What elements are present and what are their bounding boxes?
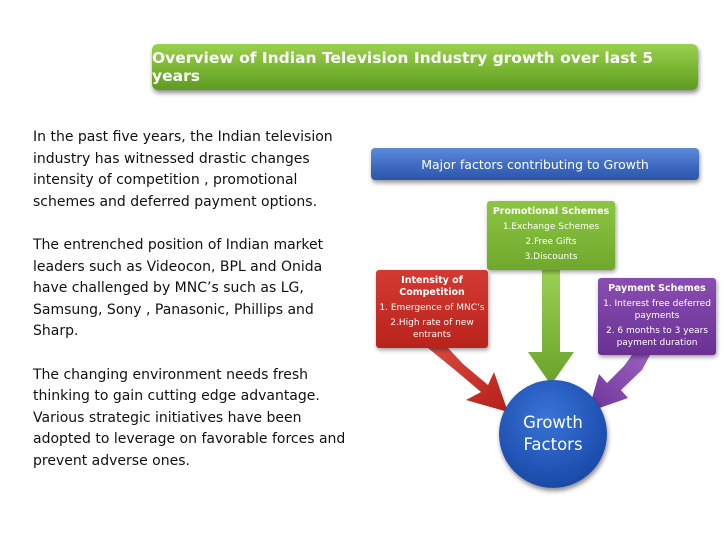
promotional-item: 2.Free Gifts — [525, 237, 577, 247]
growth-label: Growth — [523, 413, 583, 432]
paragraph-intro: In the past five years, the Indian telev… — [33, 129, 333, 210]
paragraph-strategy: The changing environment needs fresh thi… — [33, 366, 346, 469]
title-banner: Overview of Indian Television Industry g… — [152, 44, 698, 90]
payment-item: 2. 6 months to 3 years payment duration — [605, 326, 709, 348]
paragraph-competition: The entrenched position of Indian market… — [33, 236, 324, 340]
factors-banner: Major factors contributing to Growth — [371, 148, 699, 180]
promotional-item: 3.Discounts — [524, 252, 578, 262]
page-title: Overview of Indian Television Industry g… — [152, 49, 654, 85]
competition-item: 2.High rate of new entrants — [390, 318, 474, 340]
payment-box: Payment Schemes 1. Interest free deferre… — [598, 278, 716, 355]
competition-box: Intensity of Competition 1. Emergence of… — [376, 270, 488, 348]
payment-title: Payment Schemes — [608, 283, 706, 294]
body-text: In the past five years, the Indian telev… — [33, 127, 353, 494]
factors-label: Factors — [523, 435, 583, 454]
arrow-promotional — [528, 270, 574, 385]
promotional-box: Promotional Schemes 1.Exchange Schemes 2… — [487, 201, 615, 270]
payment-item: 1. Interest free deferred payments — [603, 299, 711, 321]
promotional-title: Promotional Schemes — [492, 206, 610, 217]
promotional-item: 1.Exchange Schemes — [502, 222, 600, 232]
factors-banner-label: Major factors contributing to Growth — [421, 156, 649, 172]
arrow-competition — [428, 348, 508, 412]
arrow-payment — [588, 355, 650, 412]
competition-item: 1. Emergence of MNC’s — [379, 303, 485, 313]
competition-title: Intensity of Competition — [399, 275, 465, 298]
growth-factors-circle: Growth Factors — [499, 380, 607, 488]
